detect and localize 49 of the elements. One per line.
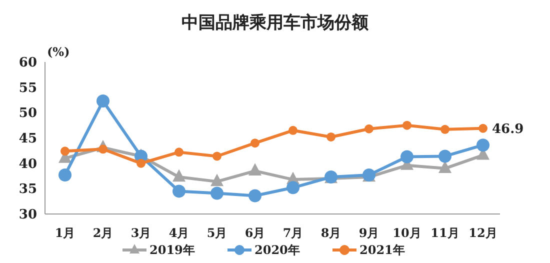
- point: [248, 163, 262, 176]
- point: [478, 124, 488, 133]
- legend-label: 2020年: [254, 243, 300, 258]
- point: [172, 169, 186, 182]
- x-tick-label: 2月: [92, 226, 114, 240]
- y-tick-label: 55: [18, 80, 37, 96]
- point: [174, 148, 184, 157]
- point: [60, 146, 70, 156]
- y-axis-title: (%): [47, 45, 70, 59]
- point: [286, 181, 300, 194]
- point: [250, 138, 260, 148]
- x-tick-label: 1月: [54, 226, 76, 240]
- point: [400, 150, 414, 164]
- point: [172, 184, 186, 198]
- point: [248, 189, 262, 202]
- point: [288, 126, 298, 135]
- legend-label: 2021年: [360, 243, 405, 258]
- point: [98, 144, 108, 154]
- x-tick-label: 7月: [282, 226, 304, 240]
- legend-label: 2019年: [150, 243, 195, 258]
- point: [438, 150, 452, 163]
- x-tick-label: 3月: [130, 226, 152, 240]
- point: [58, 168, 72, 182]
- y-tick-label: 60: [18, 56, 37, 71]
- chart-title: 中国品牌乘用车市场份额: [182, 13, 370, 33]
- x-tick-label: 10月: [392, 226, 422, 240]
- point: [364, 124, 374, 134]
- x-tick-label: 6月: [244, 226, 266, 240]
- point: [402, 120, 412, 130]
- point: [136, 158, 146, 168]
- x-tick-label: 11月: [430, 226, 460, 240]
- y-tick-label: 50: [18, 106, 37, 122]
- y-tick-label: 45: [18, 132, 37, 147]
- x-tick-label: 9月: [358, 226, 380, 240]
- x-tick-label: 8月: [320, 226, 342, 240]
- x-tick-label: 4月: [168, 226, 190, 240]
- x-tick-label: 5月: [206, 226, 228, 240]
- y-tick-label: 30: [18, 208, 37, 223]
- point: [96, 94, 110, 108]
- annotation: 46.9: [492, 122, 524, 137]
- point: [210, 174, 224, 186]
- point: [326, 132, 336, 142]
- y-tick-label: 40: [18, 156, 37, 172]
- y-tick-label: 35: [18, 182, 37, 198]
- point: [440, 124, 450, 134]
- point: [212, 152, 222, 161]
- x-tick-label: 12月: [468, 226, 498, 240]
- point: [476, 138, 490, 152]
- point: [210, 186, 224, 200]
